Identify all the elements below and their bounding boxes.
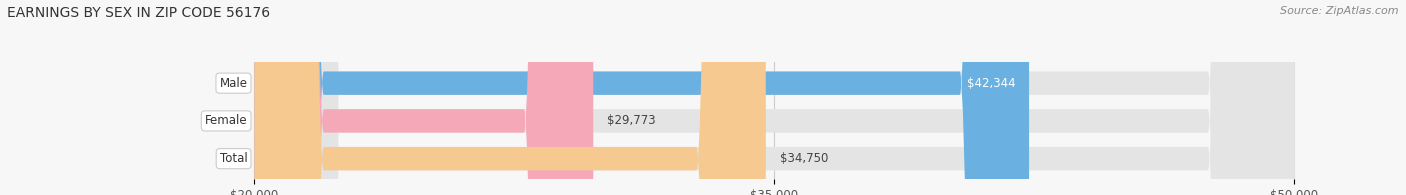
Text: Source: ZipAtlas.com: Source: ZipAtlas.com xyxy=(1281,6,1399,16)
Text: EARNINGS BY SEX IN ZIP CODE 56176: EARNINGS BY SEX IN ZIP CODE 56176 xyxy=(7,6,270,20)
FancyBboxPatch shape xyxy=(254,0,1295,195)
Text: Total: Total xyxy=(219,152,247,165)
FancyBboxPatch shape xyxy=(254,0,1295,195)
Text: Male: Male xyxy=(219,77,247,90)
FancyBboxPatch shape xyxy=(254,0,593,195)
Text: $42,344: $42,344 xyxy=(966,77,1015,90)
Text: Female: Female xyxy=(205,114,247,127)
FancyBboxPatch shape xyxy=(254,0,766,195)
FancyBboxPatch shape xyxy=(254,0,1295,195)
Text: $34,750: $34,750 xyxy=(780,152,828,165)
Text: $29,773: $29,773 xyxy=(607,114,655,127)
FancyBboxPatch shape xyxy=(254,0,1029,195)
